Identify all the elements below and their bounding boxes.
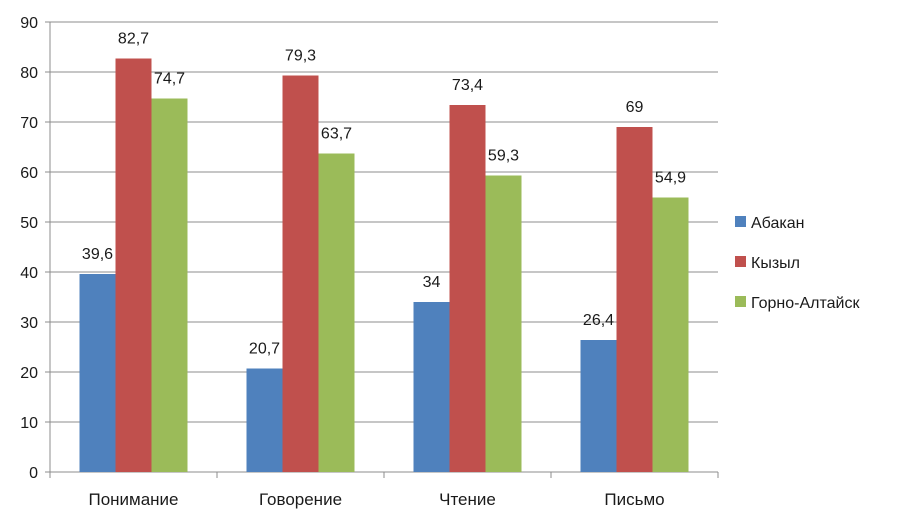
bars: [79, 58, 689, 472]
legend-label: Кызыл: [751, 255, 800, 272]
bar-data-label: 59,3: [488, 148, 519, 165]
y-tick-label: 10: [20, 415, 38, 432]
y-tick-label: 90: [20, 15, 38, 32]
x-category-label: Понимание: [88, 490, 178, 509]
bar-data-label: 69: [626, 99, 644, 116]
bar-data-label: 26,4: [583, 312, 614, 329]
x-category-label: Говорение: [259, 490, 342, 509]
x-category-label: Чтение: [439, 490, 496, 509]
y-tick-label: 0: [29, 465, 38, 482]
bar: [318, 153, 355, 472]
bar-data-label: 82,7: [118, 31, 149, 48]
y-tick-label: 20: [20, 365, 38, 382]
bar: [151, 98, 188, 472]
y-tick-label: 30: [20, 315, 38, 332]
bar: [413, 302, 450, 472]
bar-data-label: 63,7: [321, 126, 352, 143]
bar-data-label: 74,7: [154, 71, 185, 88]
legend: Абакан Кызыл Горно-Алтайск: [735, 215, 860, 312]
y-tick-label: 40: [20, 265, 38, 282]
bar-data-label: 54,9: [655, 170, 686, 187]
bar: [616, 127, 653, 472]
bar: [282, 75, 319, 472]
legend-swatch: [735, 296, 746, 307]
legend-label: Абакан: [751, 215, 804, 232]
x-category-label: Письмо: [604, 490, 664, 509]
y-tick-label: 80: [20, 65, 38, 82]
bar: [580, 340, 617, 472]
bar: [79, 274, 116, 472]
legend-swatch: [735, 256, 746, 267]
axes: 0 10 20 30 40 50 60 70 80 90 Понимание Говорение Чте…: [20, 15, 719, 509]
bar-data-label: 39,6: [82, 246, 113, 263]
bar: [449, 105, 486, 472]
bar: [485, 175, 522, 472]
legend-label: Горно-Алтайск: [751, 295, 860, 312]
bar: [115, 58, 152, 472]
bar: [652, 197, 689, 472]
legend-swatch: [735, 216, 746, 227]
y-tick-label: 60: [20, 165, 38, 182]
y-tick-label: 50: [20, 215, 38, 232]
y-tick-label: 70: [20, 115, 38, 132]
bar-data-label: 34: [423, 274, 441, 291]
bar-data-label: 79,3: [285, 48, 316, 65]
data-labels: 39,6 82,7 74,7 20,7 79,3 63,7 34 73,4 59,3 26,4 69…: [82, 31, 686, 358]
bar: [246, 368, 283, 472]
bar-data-label: 20,7: [249, 341, 280, 358]
bar-data-label: 73,4: [452, 77, 483, 94]
